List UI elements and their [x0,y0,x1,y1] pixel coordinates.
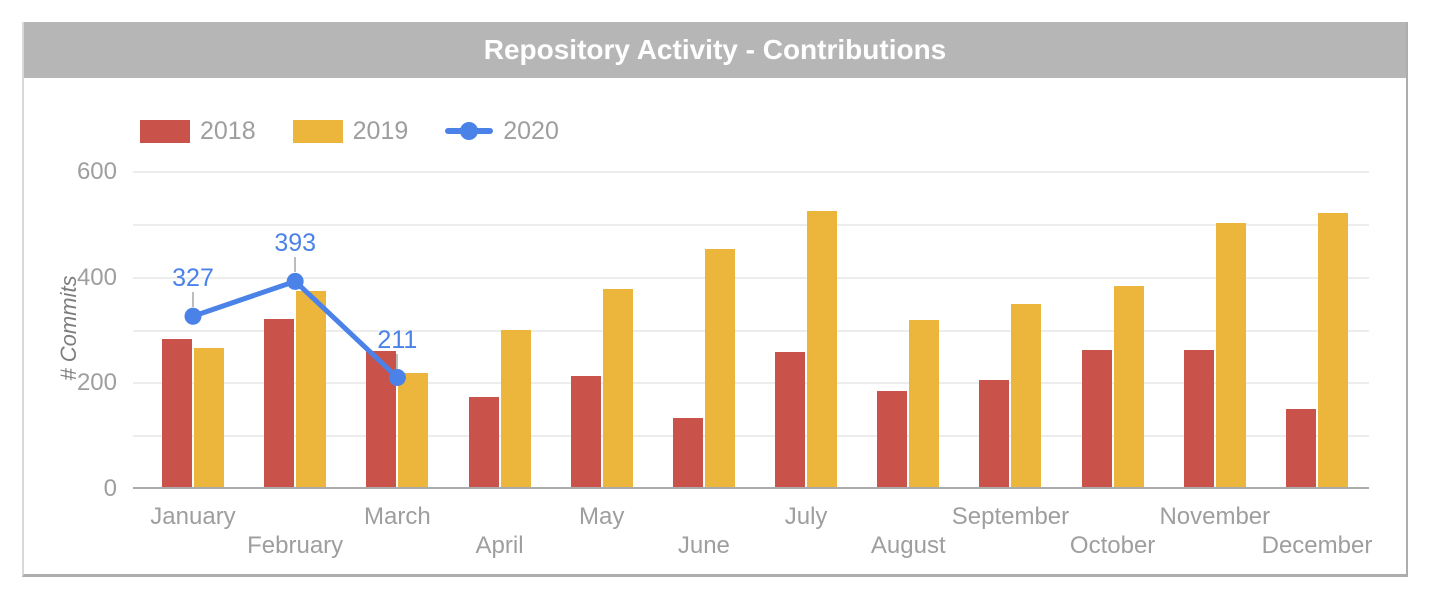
x-axis-label-august: August [870,532,946,559]
y-axis-tick-label: 400 [76,263,117,291]
gridline [133,435,1369,438]
point-value-label: 393 [274,229,317,258]
legend-line-2020-icon [445,120,494,143]
bar-2018-july[interactable] [775,351,806,487]
chart-title-bar: Repository Activity - Contributions [24,22,1406,78]
x-axis-label-december: December [1261,532,1373,559]
bar-2019-november[interactable] [1215,222,1246,487]
y-axis-tick-label: 0 [103,475,117,502]
point-value-label: 211 [377,325,418,354]
bar-2019-march[interactable] [398,372,429,487]
chart-card: Repository Activity - Contributions 2018… [22,22,1408,577]
bar-2018-september[interactable] [979,380,1010,487]
x-axis-line [133,487,1369,489]
gridline [133,223,1369,226]
bar-2018-october[interactable] [1081,349,1112,487]
bar-2018-june[interactable] [672,417,703,487]
chart-title: Repository Activity - Contributions [483,34,947,65]
bar-2019-august[interactable] [909,320,940,487]
point-label-stem [294,257,297,273]
bar-2018-november[interactable] [1183,349,1214,487]
x-axis-label-january: January [150,503,236,530]
point-2020-january[interactable] [184,307,202,325]
point-label-stem [192,292,194,308]
x-axis-label-september: September [951,503,1070,530]
bar-2018-august[interactable] [877,391,908,487]
x-axis-label-february: February [247,532,344,559]
point-2020-february[interactable] [286,272,304,290]
y-axis-tick-label: 600 [76,158,117,185]
point-value-label: 327 [172,264,214,293]
y-axis-title: # Commits [56,275,81,381]
gridline [133,382,1369,385]
gridline [133,329,1369,332]
y-axis-tick-label: 200 [76,369,117,397]
x-axis-label-october: October [1069,532,1156,559]
point-2020-march[interactable] [388,369,406,387]
legend-label-2018: 2018 [200,117,256,145]
bar-2018-january[interactable] [162,339,192,487]
bar-2019-july[interactable] [807,211,838,487]
x-axis-label-march: March [364,503,431,530]
bar-2018-december[interactable] [1285,408,1316,487]
series-2020-line-layer [184,272,406,387]
bar-2019-october[interactable] [1113,285,1144,487]
bar-2019-january[interactable] [194,348,224,487]
legend-swatch-2019 [292,120,343,143]
bar-2018-may[interactable] [570,376,601,487]
x-axis-label-july: July [784,503,828,530]
legend-label-2020: 2020 [503,117,559,145]
bar-2019-february[interactable] [296,291,327,487]
bar-2019-june[interactable] [704,249,735,487]
x-axis-label-november: November [1159,503,1271,530]
legend-item-2019[interactable]: 2019 [292,117,409,146]
legend-item-2020[interactable]: 2020 [445,117,559,146]
legend-swatch-2018 [140,120,190,143]
x-axis-label-may: May [579,503,625,530]
bar-2019-april[interactable] [500,330,531,487]
bar-2019-september[interactable] [1011,303,1042,487]
legend-label-2019: 2019 [352,117,409,145]
x-axis-label-june: June [677,532,730,559]
point-label-stem [396,353,399,369]
legend: 2018 2019 2020 [140,117,559,146]
bar-2019-may[interactable] [602,288,633,487]
gridline [133,171,1369,173]
gridline [133,276,1369,279]
legend-item-2018[interactable]: 2018 [140,117,256,146]
bar-2018-april[interactable] [468,397,499,487]
bar-2018-february[interactable] [264,319,295,487]
bar-2019-december[interactable] [1317,212,1348,487]
plot-area: January February March April May June July Augu… [133,171,1372,559]
x-axis-label-april: April [475,532,524,559]
